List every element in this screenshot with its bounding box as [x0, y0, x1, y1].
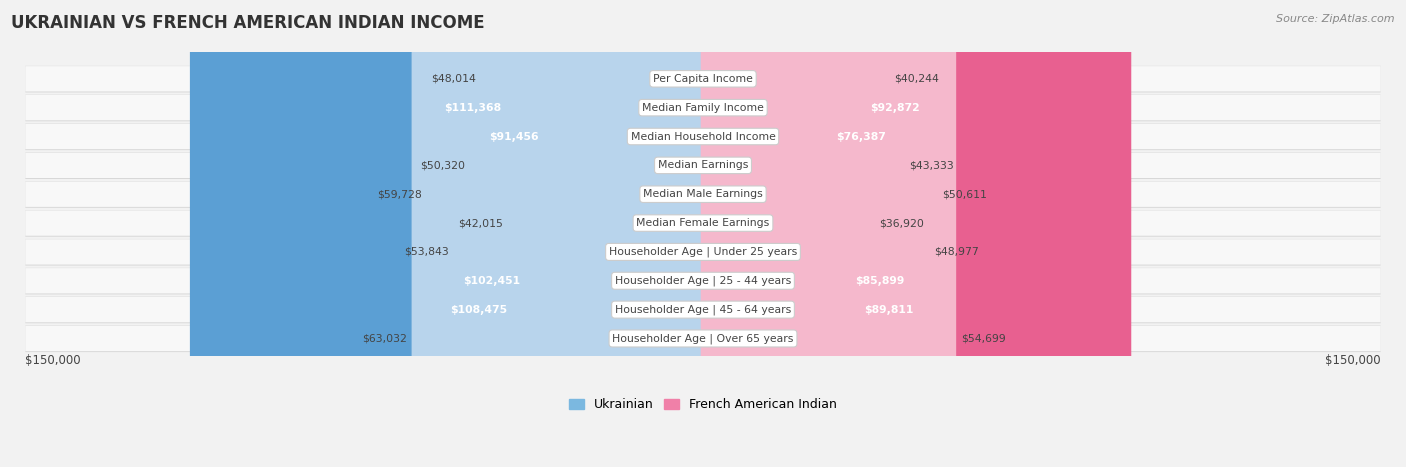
FancyBboxPatch shape: [700, 0, 1132, 467]
FancyBboxPatch shape: [25, 239, 1381, 265]
Text: Median Family Income: Median Family Income: [643, 103, 763, 113]
FancyBboxPatch shape: [190, 0, 706, 467]
FancyBboxPatch shape: [508, 0, 706, 467]
FancyBboxPatch shape: [25, 239, 1381, 266]
FancyBboxPatch shape: [25, 181, 1381, 208]
FancyBboxPatch shape: [25, 297, 1381, 323]
Text: $91,456: $91,456: [489, 132, 538, 142]
Text: $43,333: $43,333: [908, 160, 953, 170]
Text: Per Capita Income: Per Capita Income: [652, 74, 754, 84]
FancyBboxPatch shape: [700, 0, 1056, 467]
Text: $92,872: $92,872: [870, 103, 920, 113]
Text: Source: ZipAtlas.com: Source: ZipAtlas.com: [1277, 14, 1395, 24]
Text: $85,899: $85,899: [856, 276, 905, 286]
Text: $50,320: $50,320: [420, 160, 465, 170]
FancyBboxPatch shape: [25, 268, 1381, 294]
FancyBboxPatch shape: [25, 211, 1381, 236]
FancyBboxPatch shape: [700, 0, 1099, 467]
FancyBboxPatch shape: [700, 0, 890, 467]
Text: Median Male Earnings: Median Male Earnings: [643, 189, 763, 199]
Text: $50,611: $50,611: [942, 189, 987, 199]
FancyBboxPatch shape: [470, 0, 706, 467]
FancyBboxPatch shape: [25, 325, 1381, 352]
Legend: Ukrainian, French American Indian: Ukrainian, French American Indian: [564, 393, 842, 416]
Text: $63,032: $63,032: [363, 333, 406, 344]
Text: $36,920: $36,920: [879, 218, 924, 228]
Text: $150,000: $150,000: [25, 354, 82, 367]
FancyBboxPatch shape: [700, 0, 875, 467]
Text: $53,843: $53,843: [405, 247, 449, 257]
Text: Median Female Earnings: Median Female Earnings: [637, 218, 769, 228]
Text: $54,699: $54,699: [960, 333, 1005, 344]
Text: Householder Age | Under 25 years: Householder Age | Under 25 years: [609, 247, 797, 257]
FancyBboxPatch shape: [454, 0, 706, 467]
Text: Householder Age | 45 - 64 years: Householder Age | 45 - 64 years: [614, 304, 792, 315]
Text: $89,811: $89,811: [863, 304, 912, 315]
Text: Median Household Income: Median Household Income: [630, 132, 776, 142]
Text: Median Earnings: Median Earnings: [658, 160, 748, 170]
Text: $108,475: $108,475: [450, 304, 508, 315]
FancyBboxPatch shape: [25, 95, 1381, 120]
FancyBboxPatch shape: [25, 95, 1381, 121]
FancyBboxPatch shape: [25, 124, 1381, 149]
FancyBboxPatch shape: [25, 326, 1381, 351]
FancyBboxPatch shape: [700, 0, 904, 467]
FancyBboxPatch shape: [700, 0, 956, 467]
FancyBboxPatch shape: [25, 182, 1381, 207]
Text: $111,368: $111,368: [444, 103, 502, 113]
FancyBboxPatch shape: [25, 66, 1381, 92]
Text: Householder Age | Over 65 years: Householder Age | Over 65 years: [612, 333, 794, 344]
FancyBboxPatch shape: [204, 0, 706, 467]
FancyBboxPatch shape: [25, 124, 1381, 150]
FancyBboxPatch shape: [25, 66, 1381, 92]
Text: $48,014: $48,014: [432, 74, 475, 84]
FancyBboxPatch shape: [700, 0, 938, 467]
Text: $40,244: $40,244: [894, 74, 939, 84]
Text: $76,387: $76,387: [835, 132, 886, 142]
FancyBboxPatch shape: [25, 153, 1381, 178]
FancyBboxPatch shape: [25, 210, 1381, 237]
FancyBboxPatch shape: [281, 0, 706, 467]
Text: $59,728: $59,728: [377, 189, 422, 199]
Text: $102,451: $102,451: [463, 276, 520, 286]
FancyBboxPatch shape: [25, 297, 1381, 322]
Text: $150,000: $150,000: [1324, 354, 1381, 367]
FancyBboxPatch shape: [25, 268, 1381, 293]
Text: UKRAINIAN VS FRENCH AMERICAN INDIAN INCOME: UKRAINIAN VS FRENCH AMERICAN INDIAN INCO…: [11, 14, 485, 32]
FancyBboxPatch shape: [700, 0, 1118, 467]
Text: $48,977: $48,977: [935, 247, 979, 257]
FancyBboxPatch shape: [231, 0, 706, 467]
Text: $42,015: $42,015: [458, 218, 503, 228]
FancyBboxPatch shape: [25, 152, 1381, 179]
FancyBboxPatch shape: [427, 0, 706, 467]
Text: Householder Age | 25 - 44 years: Householder Age | 25 - 44 years: [614, 276, 792, 286]
FancyBboxPatch shape: [700, 0, 929, 467]
FancyBboxPatch shape: [481, 0, 706, 467]
FancyBboxPatch shape: [412, 0, 706, 467]
